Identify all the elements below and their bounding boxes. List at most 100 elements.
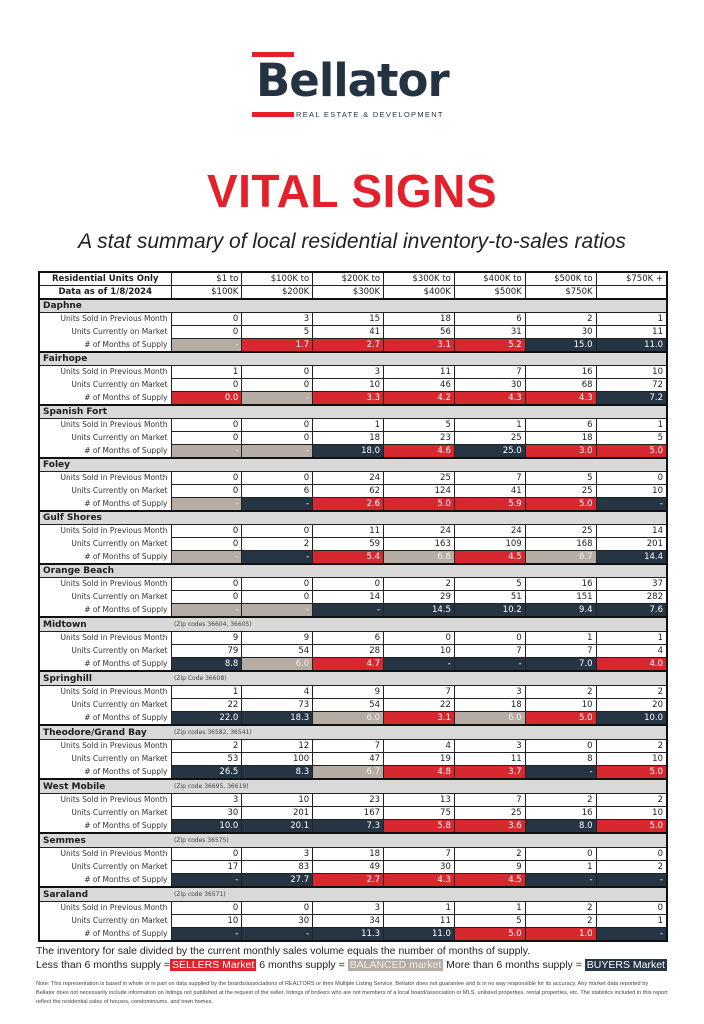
months-supply-cell: 18.0	[312, 444, 385, 459]
months-supply-cell: 7.2	[595, 391, 668, 406]
value-cell: 15	[312, 312, 385, 326]
value-cell: 2	[524, 914, 597, 928]
table-row-market: Units Currently on Market 10 30 34 11 5 2 1	[39, 914, 668, 928]
table-row-sold: Units Sold in Previous Month 0 0 11 24 24 25 14	[39, 524, 668, 538]
months-supply-cell: 4.3	[524, 391, 597, 406]
value-cell: 11	[383, 914, 455, 928]
value-cell: 79	[170, 644, 243, 658]
value-cell: 2	[595, 793, 668, 807]
value-cell: 282	[595, 590, 668, 604]
region-zip-codes: (Zip codes 36575)	[174, 837, 229, 844]
value-cell: 30	[524, 325, 597, 339]
value-cell: 11	[383, 365, 455, 379]
region-zip-codes: (Zip codes 36604, 36605)	[174, 621, 252, 628]
value-cell: 5	[453, 577, 526, 591]
value-cell: 25	[524, 484, 597, 498]
months-supply-cell: -	[170, 338, 243, 353]
header-row-2: Data as of 1/8/2024 $100K $200K $300K $400K $…	[38, 285, 668, 300]
months-supply-cell: 5.0	[524, 711, 597, 726]
value-cell: 109	[453, 537, 526, 551]
value-cell: 3	[241, 312, 314, 326]
value-cell: 0	[524, 739, 597, 753]
months-supply-cell: -	[383, 657, 455, 672]
table-row-supply: # of Months of Supply 26.5 8.3 6.7 4.8 3.7-5.…	[39, 765, 668, 780]
value-cell: 31	[453, 325, 526, 339]
column-header: $200K to	[312, 271, 385, 286]
months-supply-cell: 8.0	[524, 819, 597, 834]
column-header: $750K +	[595, 271, 668, 286]
months-supply-cell: 1.7	[241, 338, 314, 353]
region-name: Theodore/Grand Bay	[39, 724, 171, 740]
row-label: Units Sold in Previous Month	[39, 847, 172, 861]
months-supply-cell: 3.1	[383, 338, 455, 353]
months-supply-cell: 4.2	[383, 391, 455, 406]
months-supply-cell: 9.4	[524, 603, 597, 618]
value-cell: 201	[241, 806, 314, 820]
months-supply-cell: 3.7	[453, 765, 526, 780]
value-cell: 0	[595, 847, 668, 861]
months-supply-cell: -	[170, 873, 243, 888]
row-label: Units Currently on Market	[39, 590, 172, 604]
value-cell: 1	[453, 418, 526, 432]
months-supply-cell: 3.3	[312, 391, 385, 406]
table-row-market: Units Currently on Market 53 100 47 19 11 8 10	[39, 752, 668, 766]
months-supply-cell: -	[170, 550, 243, 565]
value-cell: 16	[524, 577, 597, 591]
row-label: Units Currently on Market	[39, 325, 172, 339]
months-supply-cell: -	[595, 873, 668, 888]
table-row-supply: # of Months of Supply - -18.0 4.6 25.0 3.0 5.0	[39, 444, 668, 459]
months-supply-cell: 4.5	[453, 873, 526, 888]
page-title: VITAL SIGNS	[206, 165, 498, 217]
value-cell: 83	[241, 860, 314, 874]
table-row-market: Units Currently on Market 30 201 167 75 25 16 1…	[39, 806, 668, 820]
value-cell: 34	[312, 914, 385, 928]
row-label: Units Currently on Market	[39, 431, 172, 445]
region-name: Spanish Fort	[39, 404, 171, 419]
value-cell: 1	[383, 901, 455, 915]
months-supply-cell: -	[595, 927, 668, 942]
value-cell: 4	[595, 644, 668, 658]
months-supply-cell: 0.0	[170, 391, 243, 406]
region-zip-codes: (Zip codes 36582, 36541)	[174, 729, 252, 736]
value-cell: 3	[312, 365, 385, 379]
value-cell: 18	[312, 847, 385, 861]
value-cell: 0	[170, 577, 243, 591]
value-cell: 151	[524, 590, 597, 604]
value-cell: 10	[595, 484, 668, 498]
row-label: # of Months of Supply	[39, 444, 172, 458]
value-cell: 5	[241, 325, 314, 339]
value-cell: 29	[383, 590, 455, 604]
months-supply-cell: -	[241, 497, 314, 512]
value-cell: 47	[312, 752, 385, 766]
months-supply-cell: 1.0	[524, 927, 597, 942]
value-cell: 7	[312, 739, 385, 753]
value-cell: 7	[524, 644, 597, 658]
value-cell: 54	[241, 644, 314, 658]
region-name: Saraland	[39, 886, 171, 902]
value-cell: 25	[453, 431, 526, 445]
months-supply-cell: 5.8	[383, 819, 455, 834]
region-name: Gulf Shores	[39, 510, 171, 525]
value-cell: 7	[453, 793, 526, 807]
value-cell: 16	[524, 365, 597, 379]
value-cell: 22	[170, 698, 243, 712]
value-cell: 1	[453, 901, 526, 915]
value-cell: 0	[170, 431, 243, 445]
value-cell: 10	[312, 378, 385, 392]
region-zip-codes: (Zip code 36695, 36619)	[174, 783, 249, 790]
value-cell: 2	[383, 577, 455, 591]
value-cell: 3	[241, 847, 314, 861]
months-supply-cell: 6.0	[312, 711, 385, 726]
value-cell: 18	[383, 312, 455, 326]
months-supply-cell: 6.7	[312, 765, 385, 780]
value-cell: 7	[453, 471, 526, 485]
table-row-market: Units Currently on Market 0 0 18 23 25 18 5	[39, 431, 668, 445]
value-cell: 1	[524, 631, 597, 645]
row-label: Units Sold in Previous Month	[39, 631, 172, 645]
value-cell: 14	[595, 524, 668, 538]
value-cell: 1	[595, 312, 668, 326]
column-header	[595, 285, 668, 300]
value-cell: 5	[383, 418, 455, 432]
region-name: Foley	[39, 457, 171, 472]
months-supply-cell: -	[241, 550, 314, 565]
